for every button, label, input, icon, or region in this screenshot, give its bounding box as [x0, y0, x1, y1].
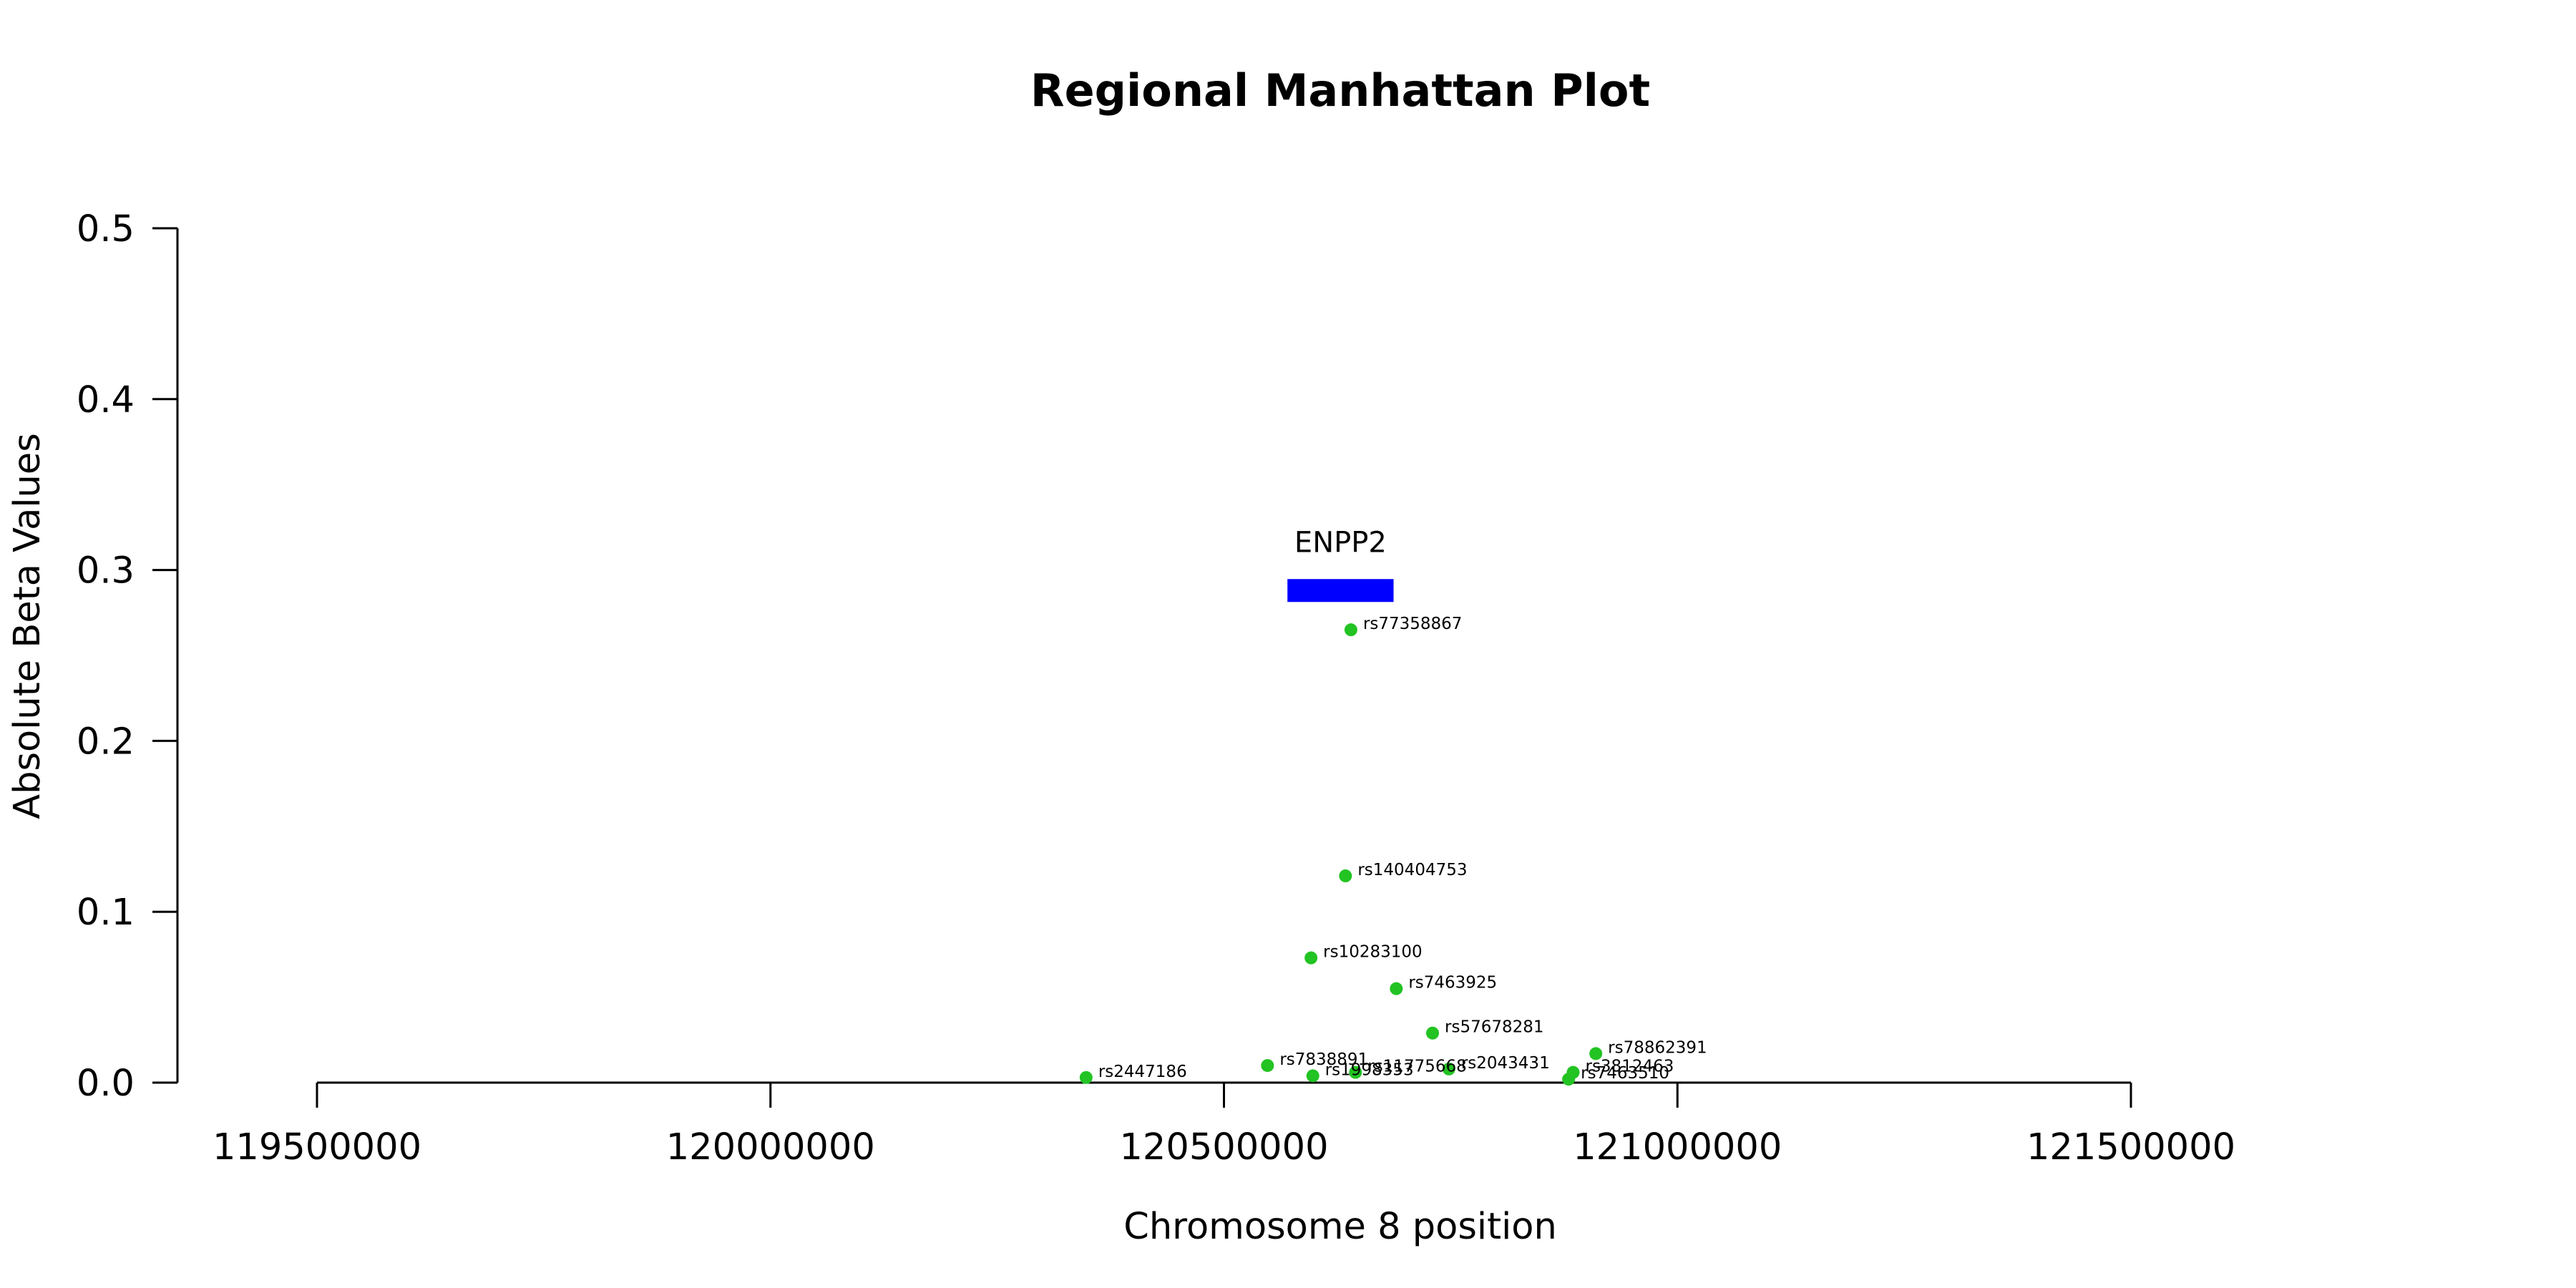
- snp-point: [1079, 1070, 1093, 1084]
- snp-label: rs2043431: [1461, 1054, 1550, 1073]
- snp-point: [1261, 1059, 1274, 1073]
- snp-point: [1442, 1062, 1455, 1075]
- snp-label: rs10283100: [1323, 943, 1423, 962]
- x-tick-label: 121000000: [1573, 1126, 1782, 1169]
- x-tick-label: 120500000: [1119, 1126, 1328, 1169]
- x-tick-label: 121500000: [2026, 1126, 2235, 1169]
- chart-title: Regional Manhattan Plot: [1030, 64, 1650, 117]
- snp-point: [1304, 951, 1318, 965]
- snp-label: rs1998353: [1325, 1060, 1414, 1079]
- gene-label: ENPP2: [1294, 526, 1387, 559]
- y-tick-label: 0.5: [77, 208, 135, 250]
- snp-point: [1589, 1047, 1603, 1060]
- snp-label: rs140404753: [1357, 861, 1467, 879]
- snp-label: rs7463510: [1581, 1064, 1669, 1083]
- snp-label: rs11775668: [1367, 1058, 1467, 1076]
- y-tick-label: 0.1: [77, 892, 135, 934]
- snp-point: [1349, 1065, 1362, 1079]
- snp-point: [1339, 869, 1352, 883]
- y-tick-label: 0.0: [77, 1063, 135, 1105]
- x-tick-label: 119500000: [213, 1126, 421, 1169]
- snp-label: rs2447186: [1098, 1063, 1187, 1081]
- y-axis-label: Absolute Beta Values: [6, 433, 49, 819]
- snp-point: [1306, 1069, 1319, 1083]
- snp-point: [1426, 1026, 1440, 1040]
- snp-label: rs7838891: [1279, 1050, 1368, 1069]
- y-tick-label: 0.2: [77, 721, 135, 763]
- y-tick-label: 0.4: [77, 379, 135, 421]
- y-tick-label: 0.3: [77, 550, 135, 592]
- snp-label: rs3812463: [1585, 1058, 1674, 1076]
- gene-bar: [1287, 579, 1394, 602]
- snp-label: rs77358867: [1363, 615, 1463, 633]
- snp-label: rs78862391: [1608, 1038, 1707, 1057]
- x-tick-label: 120000000: [666, 1126, 875, 1169]
- snp-point: [1390, 982, 1403, 995]
- snp-points: rs77358867 rs140404753 rs10283100 rs7463925…: [1079, 615, 1707, 1086]
- x-axis: 119500000 120000000 120500000 121000000 1215…: [213, 1081, 2235, 1169]
- snp-point: [1344, 623, 1357, 637]
- snp-label: rs7463925: [1408, 974, 1497, 992]
- x-axis-label: Chromosome 8 position: [1123, 1206, 1557, 1248]
- gene-annotation: ENPP2: [1287, 526, 1394, 602]
- snp-point: [1562, 1073, 1576, 1086]
- y-axis: 0.0 0.1 0.2 0.3 0.4 0.5: [77, 208, 179, 1105]
- snp-label: rs57678281: [1445, 1018, 1544, 1037]
